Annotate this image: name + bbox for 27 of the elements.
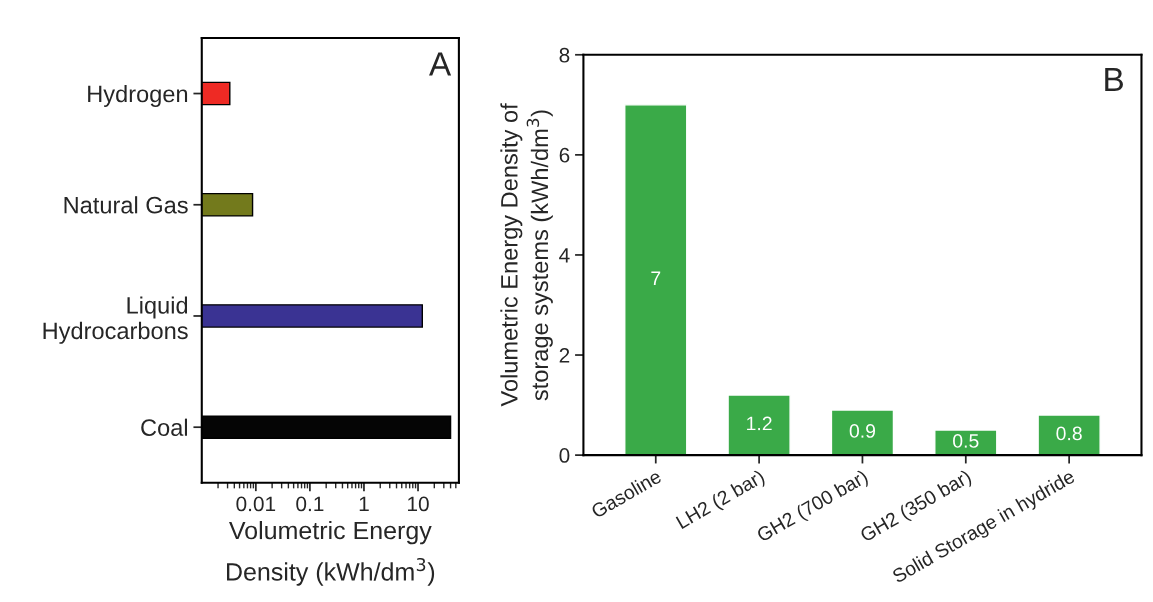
x-axis-title: Volumetric Energy Density (kWh/dm$^{3}$) bbox=[227, 520, 435, 586]
y-tick-label: 4 bbox=[559, 248, 570, 263]
x-tick-label: 10 bbox=[408, 496, 429, 512]
data-label: 0.9 bbox=[849, 424, 876, 438]
x-tick-label: 0.1 bbox=[296, 496, 324, 512]
y-axis-title: Volumetric Energy Density of storage systems (kWh/dm$^{3}$) bbox=[500, 103, 553, 407]
bar bbox=[830, 409, 895, 456]
annotation: A bbox=[429, 52, 452, 76]
data-label: 1.2 bbox=[747, 416, 772, 431]
y-tick-label: Natural Gas bbox=[64, 196, 188, 214]
bar bbox=[1037, 414, 1101, 456]
y-tick-label: 2 bbox=[559, 348, 570, 363]
bar bbox=[727, 394, 791, 456]
annotation: B bbox=[1105, 68, 1123, 91]
x-tick-label: 0.01 bbox=[236, 496, 276, 512]
data-label: 0.5 bbox=[953, 434, 979, 448]
y-tick-label: Hydrogen bbox=[88, 84, 188, 107]
bar bbox=[934, 429, 998, 456]
y-tick-label: 6 bbox=[559, 147, 570, 163]
data-label: 7 bbox=[651, 271, 661, 285]
y-tick-label: 0 bbox=[559, 448, 570, 463]
x-tick-label: 1 bbox=[359, 496, 369, 512]
bar bbox=[624, 104, 688, 456]
y-tick-label: Liquid Hydrocarbons bbox=[43, 296, 188, 344]
y-tick-label: Coal bbox=[141, 418, 187, 436]
data-label: 0.8 bbox=[1056, 426, 1082, 441]
y-tick-label: 8 bbox=[559, 47, 570, 63]
